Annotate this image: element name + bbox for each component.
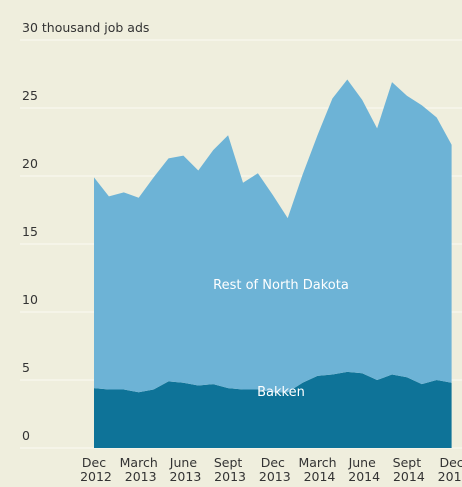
labels: 0 5 10 15 20 25 30 thousand job ads Bakken Rest … bbox=[22, 20, 462, 484]
x-tick-label: Sept 2013 bbox=[210, 455, 246, 484]
x-tick-label: March 2013 bbox=[120, 455, 158, 484]
x-tick-label: March 2014 bbox=[298, 455, 336, 484]
x-tick-label: June 2013 bbox=[166, 455, 202, 484]
x-tick-label: June 2014 bbox=[344, 455, 380, 484]
series-label: Bakken bbox=[257, 385, 305, 400]
area bbox=[94, 371, 452, 448]
y-tick-label: 25 bbox=[22, 88, 38, 103]
x-tick-label: Dec 2013 bbox=[255, 455, 291, 484]
y-tick-label: 10 bbox=[22, 292, 38, 307]
y-tick-label: 0 bbox=[22, 428, 30, 443]
y-tick-label: 20 bbox=[22, 156, 38, 171]
x-tick-label: Sept 2014 bbox=[389, 455, 425, 484]
x-tick-label: Dec 2014 bbox=[434, 455, 462, 484]
x-tick-label: Dec 2012 bbox=[76, 455, 112, 484]
y-tick-label: 15 bbox=[22, 224, 38, 239]
y-tick-label: 30 thousand job ads bbox=[22, 20, 149, 35]
y-tick-label: 5 bbox=[22, 360, 30, 375]
areas bbox=[94, 79, 452, 448]
series-label: Rest of North Dakota bbox=[213, 278, 349, 293]
area bbox=[94, 79, 452, 393]
